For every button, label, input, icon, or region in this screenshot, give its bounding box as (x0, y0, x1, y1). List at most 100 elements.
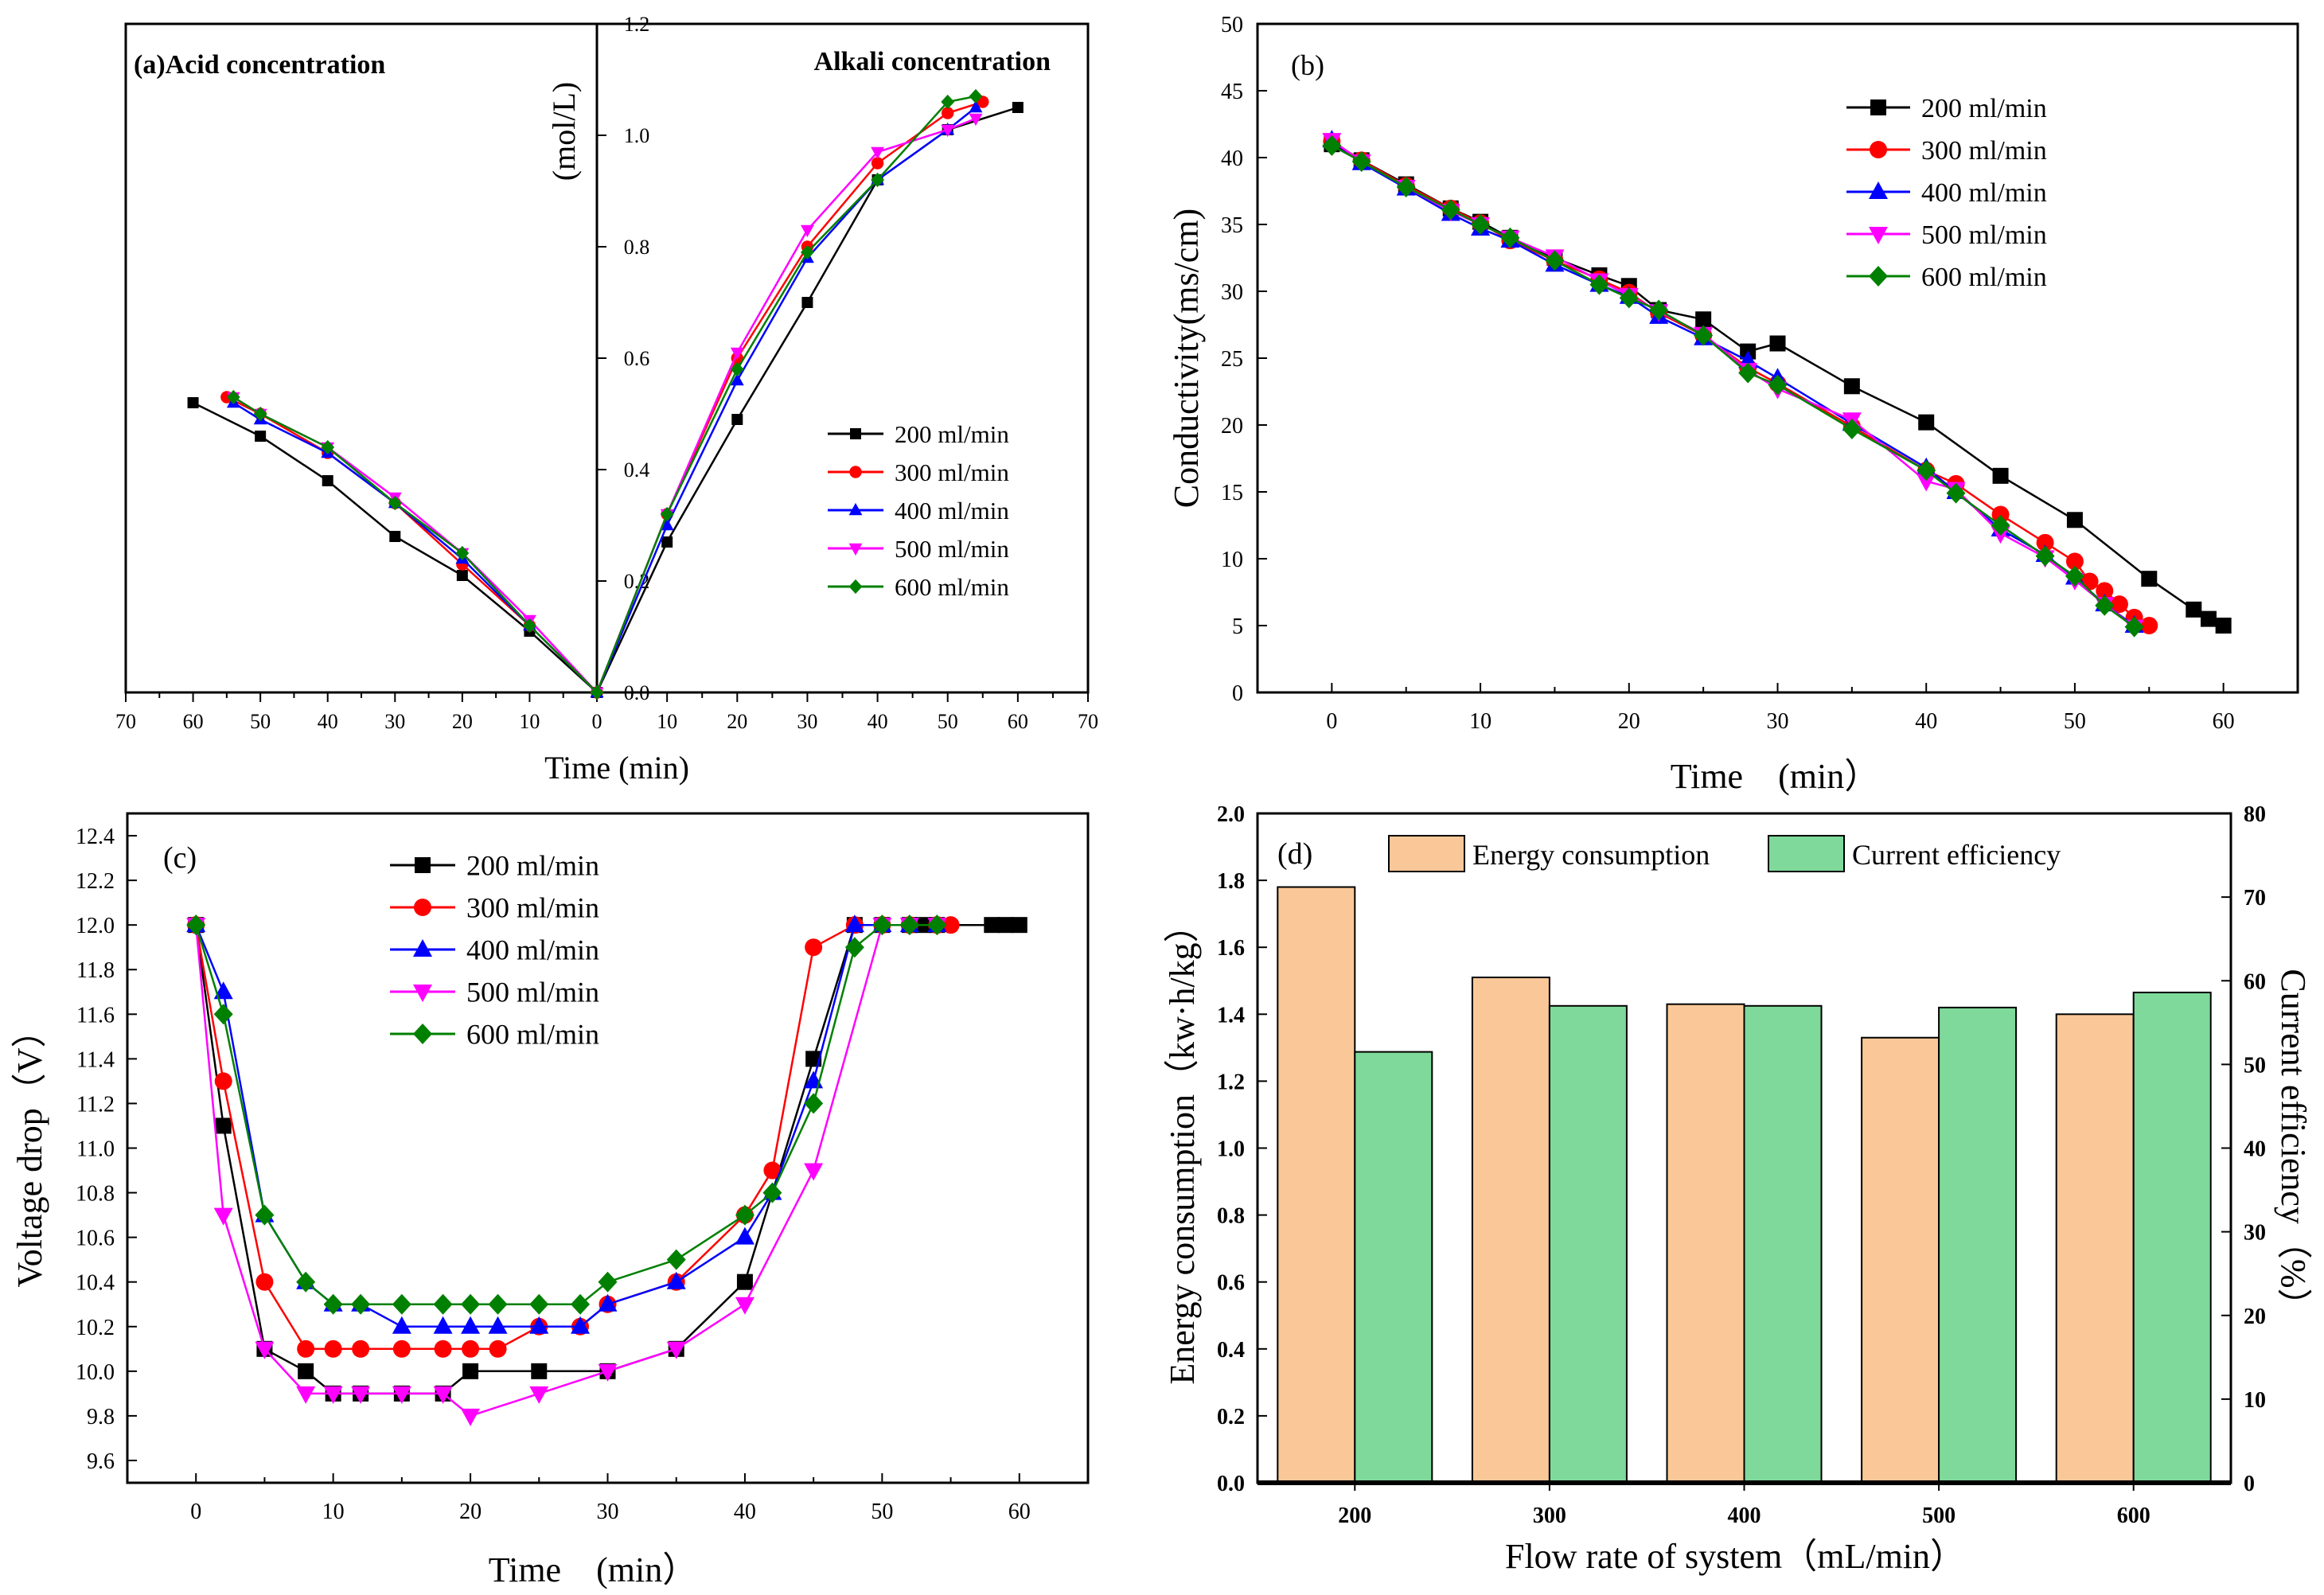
panel-b-xtick-label: 60 (2213, 709, 2235, 734)
panel-a-xlabel: Time (min) (544, 750, 689, 786)
panel-b-point (1545, 250, 1565, 271)
panel-b-point (1441, 199, 1460, 220)
panel-c-point (351, 1293, 371, 1315)
panel-c-point (529, 1386, 549, 1404)
panel-c-ytick-label: 12.0 (76, 914, 115, 938)
panel-b-label: (b) (1291, 49, 1324, 81)
panel-b-point (1991, 515, 2010, 536)
panel-c-point (844, 937, 864, 958)
energy-bar-500 (1861, 1036, 1940, 1484)
panel-a-xtick-label: 50 (250, 710, 271, 733)
panel-c-point (297, 1340, 315, 1358)
panel-c-point (323, 1293, 343, 1315)
panel-a-ytick-label: 1.0 (624, 124, 650, 147)
panel-b: 0 10 20 30 40 50 60 0 5 10 15 20 25 30 35 40 45 50 (b) Cond… (1167, 13, 2299, 796)
panel-d-y2tick-label: 20 (2244, 1304, 2266, 1329)
panel-d-y2tick-label: 80 (2244, 802, 2266, 827)
energy-bar-300 (1471, 977, 1550, 1484)
panel-c-ytick-label: 10.2 (76, 1316, 115, 1340)
panel-c-point (735, 1204, 755, 1226)
legend-label-b-2: 400 ml/min (1921, 178, 2047, 208)
panel-a-point (226, 389, 240, 405)
panel-b-point (2141, 571, 2158, 587)
panel-c-ytick-label: 12.4 (76, 825, 115, 849)
panel-b-point (2110, 595, 2128, 614)
panel-b-point (1396, 176, 1416, 197)
legend-marker-c-2 (413, 939, 432, 957)
panel-d-y2tick-label: 50 (2244, 1053, 2266, 1078)
panel-a-acid-line-0 (193, 401, 598, 693)
panel-b-point (1918, 414, 1935, 431)
panel-b-ytick-label: 45 (1221, 80, 1243, 104)
panel-c-point (392, 1340, 411, 1358)
legend-marker-a-1 (849, 466, 862, 478)
panel-d-xtick-label: 500 (1922, 1503, 1956, 1528)
panel-a-point (590, 684, 604, 700)
panel-c-ytick-label: 10.4 (76, 1271, 115, 1296)
panel-c-point (762, 1182, 782, 1203)
panel-a: 70 60 50 40 30 20 10 0 10 20 30 40 50 60 700.00.20.40.… (115, 13, 1098, 786)
panel-c-point (434, 1340, 452, 1358)
panel-b-ytick-label: 35 (1221, 213, 1243, 238)
panel-c-point (352, 1340, 370, 1358)
panel-a-point (801, 224, 814, 238)
panel-c-xtick-label: 30 (597, 1499, 619, 1524)
panel-c-point (997, 917, 1014, 934)
panel-d-ytick-label: 1.4 (1217, 1003, 1245, 1028)
panel-c-ylabel: Voltage drop（V） (10, 1012, 49, 1287)
panel-a-ylabel: (mol/L) (546, 82, 582, 181)
legend-marker-a-0 (850, 428, 861, 439)
panel-a-xtick-label: 10 (657, 710, 677, 733)
panel-c-ytick-label: 11.2 (76, 1092, 115, 1117)
legend-marker-c-3 (413, 985, 432, 1002)
panel-c-point (844, 914, 864, 933)
panel-c-point (598, 1271, 618, 1293)
efficiency-bar-500 (1938, 1006, 2018, 1484)
panel-a-point (253, 406, 267, 422)
panel-b-point (1843, 378, 1860, 395)
panel-c-point (666, 1341, 686, 1359)
panel-a-point (969, 99, 983, 113)
panel-c-point (433, 1386, 453, 1404)
panel-b-point (2066, 512, 2083, 528)
legend-marker-b-4 (1869, 266, 1888, 287)
energy-bar-400 (1666, 1003, 1745, 1484)
panel-b-point (2036, 533, 2054, 552)
panel-c-ytick-label: 11.0 (76, 1137, 115, 1162)
panel-a-alkali-line-0 (595, 106, 1019, 693)
panel-c-point (666, 1249, 686, 1270)
panel-a-point (456, 570, 468, 581)
panel-c-point (215, 1117, 232, 1134)
panel-c-point (571, 1293, 591, 1315)
panel-b-xtick-label: 30 (1767, 709, 1789, 734)
panel-b-point (1946, 482, 1966, 504)
panel-a-xtick-label: 30 (384, 710, 405, 733)
panel-a-xtick-label: 40 (868, 710, 888, 733)
panel-c-point (298, 1363, 314, 1379)
panel-c-point (255, 1273, 274, 1291)
panel-b-point (2065, 565, 2084, 587)
panel-c-point (324, 1340, 342, 1358)
panel-a-point (730, 372, 744, 386)
panel-c-point (805, 938, 823, 957)
panel-a-point (730, 347, 744, 361)
panel-c-point (213, 981, 233, 1000)
panel-b-point (1619, 287, 1639, 309)
panel-d-y2tick-label: 60 (2244, 969, 2266, 994)
panel-c-point (296, 1386, 316, 1404)
panel-b-point (1694, 325, 1714, 346)
panel-a-point (871, 146, 884, 160)
panel-c-point (529, 1293, 549, 1315)
legend-label-c-3: 500 ml/min (466, 977, 599, 1008)
legend-marker-a-4 (848, 579, 863, 595)
panel-b-point (1991, 505, 2010, 524)
panel-c-point (598, 1293, 618, 1312)
panel-c-point (571, 1316, 591, 1334)
panel-b-ytick-label: 20 (1221, 414, 1243, 439)
panel-c-ytick-label: 9.8 (87, 1405, 115, 1429)
panel-b-point (1589, 274, 1609, 295)
panel-c-point (529, 1316, 549, 1334)
panel-d-y2tick-label: 10 (2244, 1388, 2266, 1413)
panel-c-point (392, 1293, 411, 1315)
